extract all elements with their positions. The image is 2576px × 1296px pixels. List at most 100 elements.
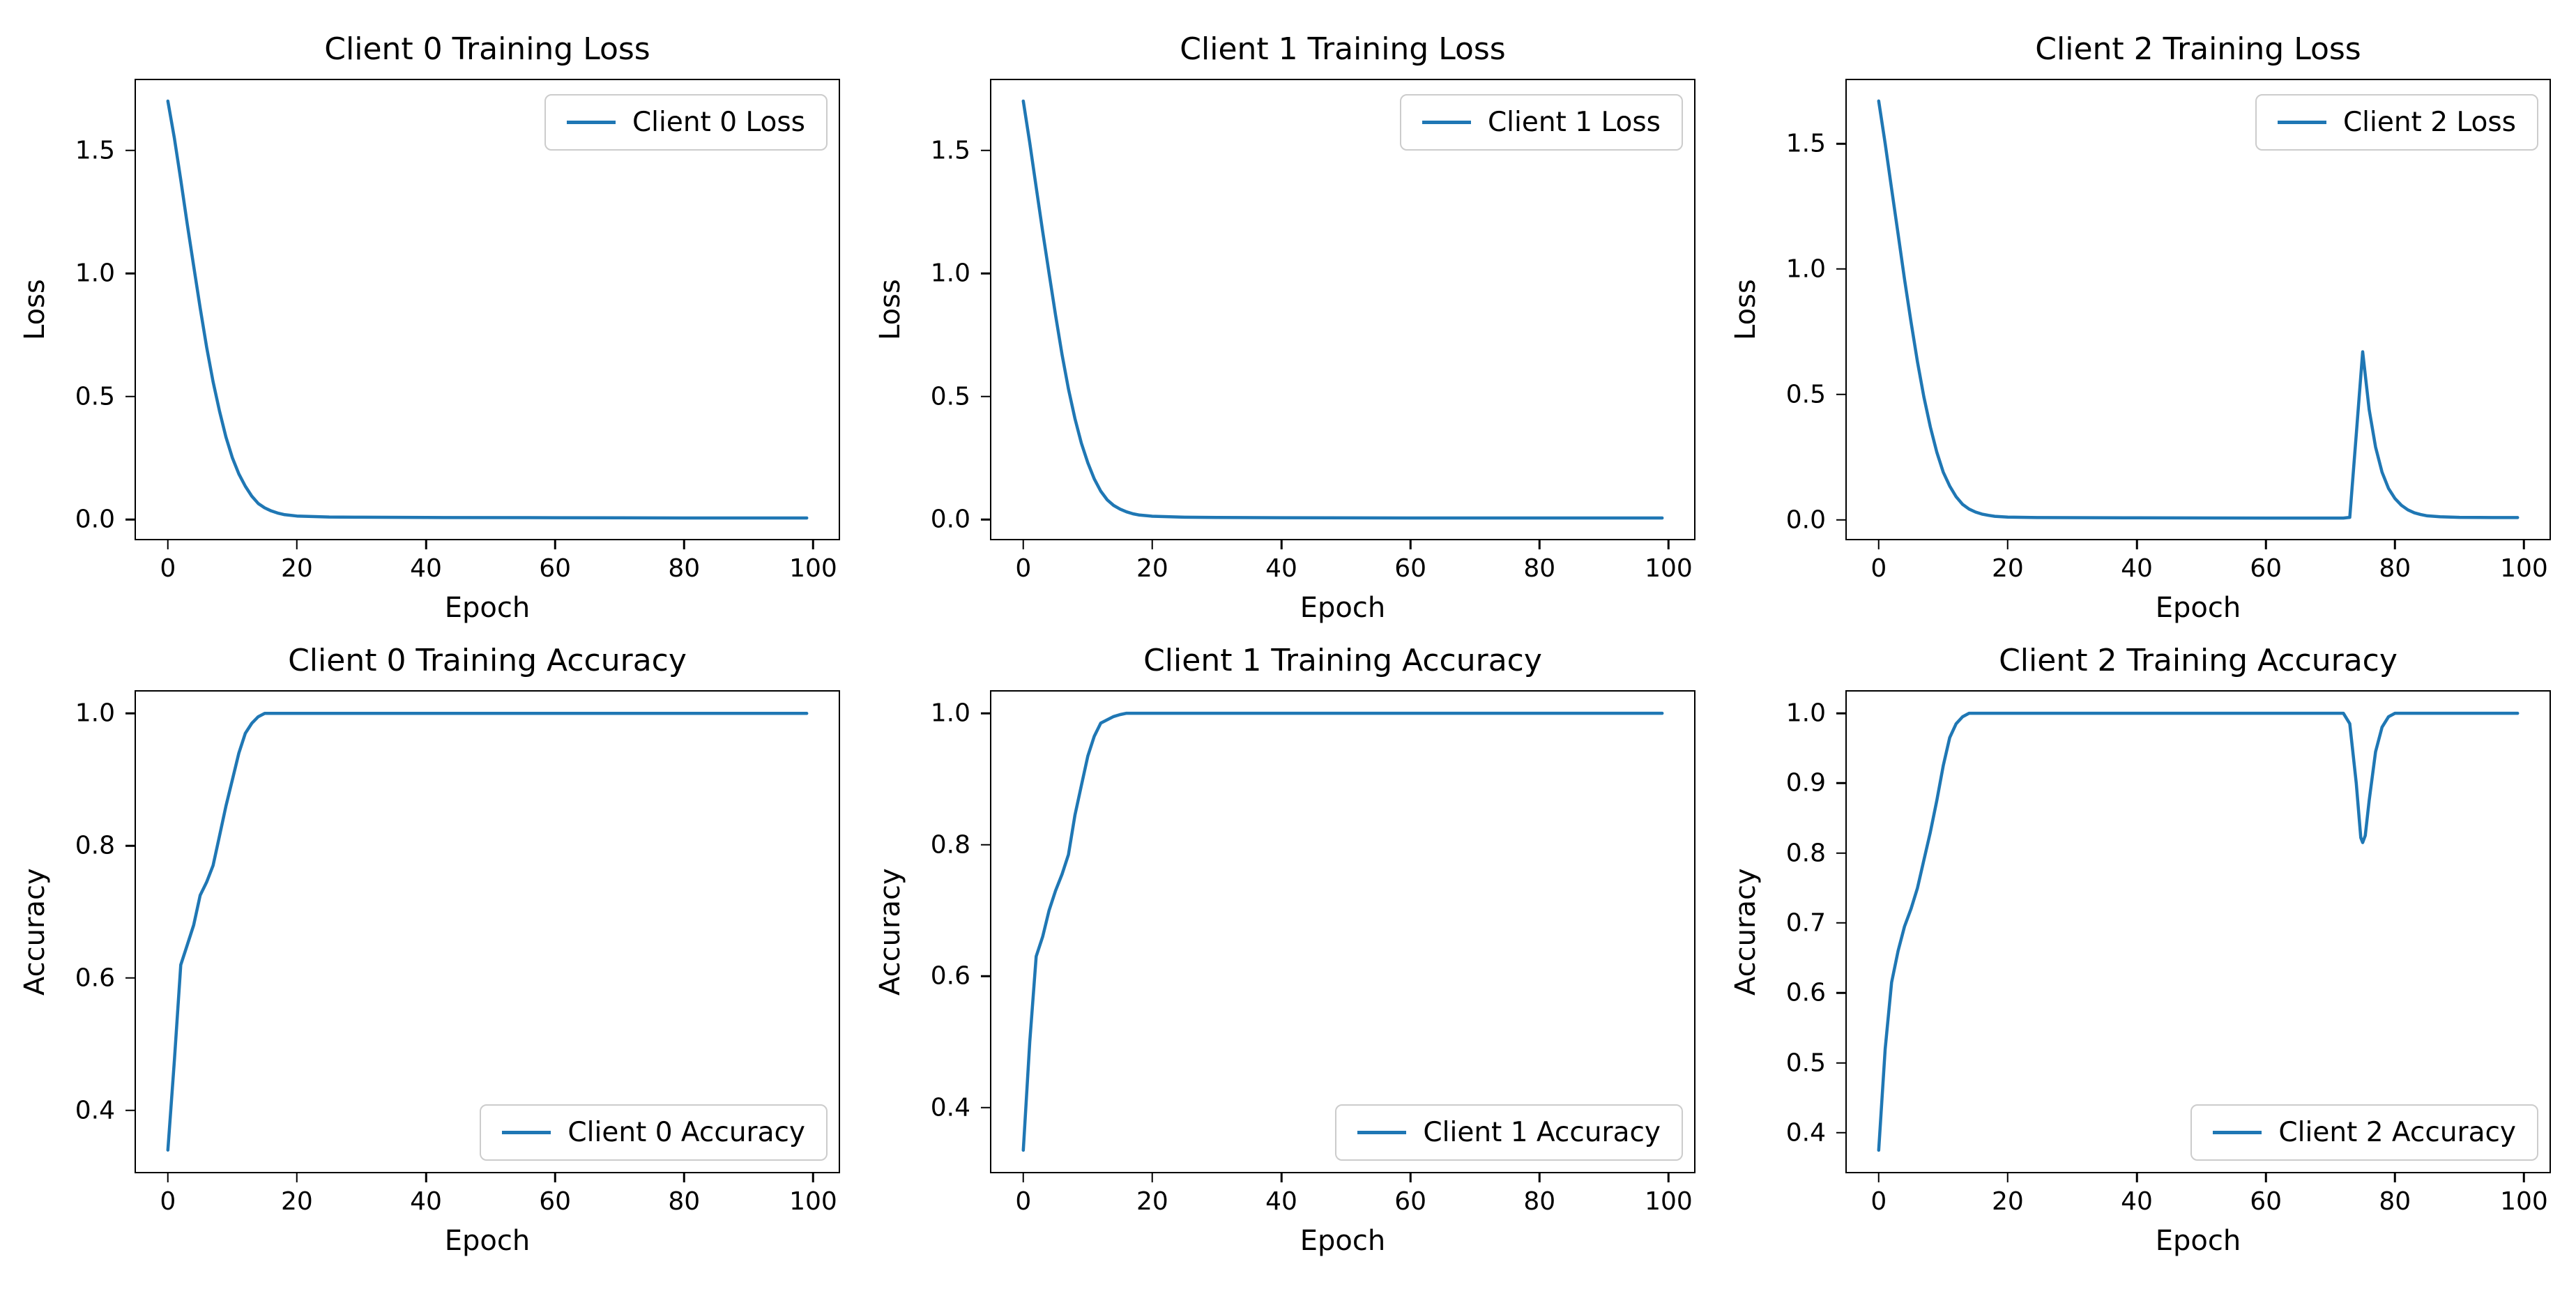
y-tick-label: 0.0 [930,505,970,534]
x-tick-label: 0 [1015,1187,1032,1216]
legend-label: Client 0 Accuracy [567,1117,805,1148]
y-axis-label: Accuracy [874,868,906,996]
y-tick-label: 0.4 [930,1093,970,1122]
y-tick-mark [1836,1062,1847,1064]
plot-title: Client 2 Training Accuracy [1999,642,2398,678]
x-tick-mark [683,539,685,549]
y-tick-mark [1836,852,1847,854]
legend-line-sample [1357,1131,1407,1134]
x-tick-label: 40 [2121,1187,2153,1216]
x-tick-mark [1877,539,1880,549]
x-tick-mark [2135,539,2138,549]
x-tick-label: 100 [1645,1187,1693,1216]
y-tick-mark [125,149,136,151]
x-tick-label: 60 [1394,554,1427,583]
x-tick-mark [1022,539,1025,549]
x-tick-mark [167,539,169,549]
x-tick-label: 0 [1870,554,1887,583]
plot-area: Client 2 Accuracy 0 20 40 60 80 100 0.4 0.5 0.6 0… [1786,690,2551,1216]
y-tick-label: 0.6 [75,963,115,993]
x-tick-mark [2394,1172,2396,1182]
x-tick-mark [554,539,556,549]
x-tick-mark [1409,1172,1412,1182]
subplot-client0-accuracy: Client 0 Training Accuracy Accuracy Clie… [19,643,840,1257]
plot-area: Client 1 Loss 0 20 40 60 80 100 0.0 0.5 1.0 1.5 [931,79,1695,583]
y-axis-label: Accuracy [1730,868,1762,996]
y-tick-label: 0.0 [75,505,115,534]
y-tick-mark [981,712,991,715]
legend: Client 1 Accuracy [1335,1104,1683,1161]
x-tick-mark [1409,539,1412,549]
y-tick-mark [1836,992,1847,994]
x-tick-label: 100 [789,554,837,583]
x-tick-label: 80 [668,554,701,583]
plot-area: Client 0 Loss 0 20 40 60 80 100 0.0 0.5 1.0 1.5 [75,79,840,583]
y-tick-mark [1836,712,1847,715]
y-tick-mark [1836,268,1847,270]
legend-line-sample [566,121,616,124]
y-tick-mark [125,272,136,275]
y-tick-label: 1.0 [930,259,970,288]
x-tick-label: 0 [160,554,176,583]
y-tick-mark [981,149,991,151]
x-tick-label: 20 [1992,1187,2024,1216]
x-axis-label: Epoch [444,592,531,624]
y-tick-mark [981,975,991,977]
series-line [1877,99,2520,520]
x-tick-label: 40 [410,1187,442,1216]
x-tick-mark [554,1172,556,1182]
x-tick-mark [1668,539,1670,549]
x-tick-label: 20 [1136,554,1168,583]
x-tick-mark [296,539,298,549]
x-tick-label: 40 [410,554,442,583]
x-tick-mark [425,539,427,549]
plot-title: Client 2 Training Loss [2035,31,2361,67]
series-line [166,99,809,520]
plot-title: Client 1 Training Accuracy [1143,642,1542,678]
y-tick-label: 0.6 [1785,978,1826,1007]
x-tick-mark [2264,1172,2267,1182]
x-tick-mark [2006,1172,2009,1182]
legend-label: Client 2 Loss [2342,107,2516,138]
x-tick-mark [812,539,814,549]
y-tick-mark [981,844,991,846]
y-tick-mark [125,977,136,979]
x-tick-label: 100 [2500,554,2548,583]
y-tick-label: 0.6 [930,961,970,991]
y-tick-label: 0.5 [1785,380,1826,409]
plot-svg [166,712,809,1152]
legend-line-sample [2277,121,2326,124]
x-tick-label: 0 [1015,554,1032,583]
y-tick-label: 0.4 [75,1096,115,1125]
x-tick-label: 20 [281,1187,313,1216]
x-axis-label: Epoch [2155,1225,2241,1257]
x-axis-label: Epoch [1300,592,1386,624]
x-tick-mark [1877,1172,1880,1182]
y-tick-label: 0.5 [930,382,970,411]
x-tick-label: 100 [789,1187,837,1216]
legend-label: Client 1 Accuracy [1423,1117,1661,1148]
x-tick-mark [1668,1172,1670,1182]
x-axis-label: Epoch [2155,592,2241,624]
x-tick-mark [167,1172,169,1182]
legend: Client 0 Loss [544,94,828,151]
y-tick-label: 0.4 [1785,1118,1826,1148]
y-tick-mark [1836,519,1847,521]
legend: Client 2 Loss [2255,94,2538,151]
y-tick-label: 1.5 [75,136,115,165]
y-tick-label: 1.0 [1785,254,1826,284]
series-line [1021,99,1664,520]
plot-title: Client 0 Training Loss [324,31,650,67]
x-tick-label: 60 [539,1187,572,1216]
x-tick-label: 80 [668,1187,701,1216]
y-tick-label: 1.0 [930,699,970,728]
x-axis-label: Epoch [1300,1225,1386,1257]
y-tick-label: 0.9 [1785,768,1826,798]
x-tick-label: 40 [1265,554,1297,583]
x-tick-mark [296,1172,298,1182]
plot-svg [1877,99,2520,520]
y-tick-mark [125,395,136,397]
y-axis-label: Accuracy [19,868,51,996]
y-tick-mark [981,395,991,397]
